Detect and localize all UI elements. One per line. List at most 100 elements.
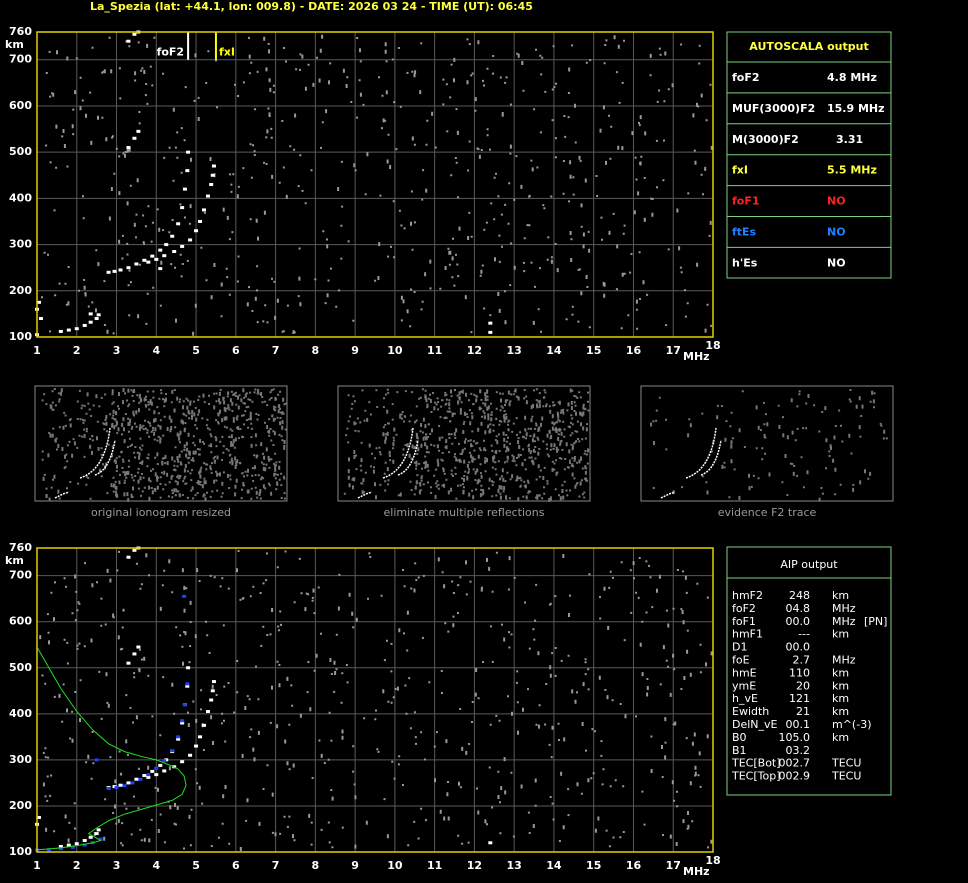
aip-cell: TECU bbox=[831, 757, 861, 770]
trace-point bbox=[136, 645, 141, 649]
trace-point bbox=[162, 769, 167, 773]
autoscala-value: 3.31 bbox=[836, 133, 863, 146]
y-tick-label: 300 bbox=[9, 238, 32, 251]
autoscala-label: MUF(3000)F2 bbox=[732, 102, 815, 115]
aip-cell: 248 bbox=[789, 589, 810, 602]
x-tick-label: 10 bbox=[387, 859, 403, 872]
trace-point bbox=[158, 267, 163, 271]
trace-point bbox=[202, 208, 207, 212]
aip-cell: B0 bbox=[732, 731, 747, 744]
x-tick-label: 5 bbox=[192, 344, 200, 357]
x-axis-label: MHz bbox=[683, 350, 710, 363]
x-tick-label: 4 bbox=[152, 344, 160, 357]
aip-cell: --- bbox=[798, 628, 810, 641]
plot-border bbox=[36, 31, 714, 338]
y-tick-label: 200 bbox=[9, 284, 32, 297]
trace-point bbox=[146, 775, 151, 779]
trace-point bbox=[198, 735, 203, 739]
trace-point bbox=[488, 321, 493, 325]
x-tick-label: 3 bbox=[113, 859, 121, 872]
y-tick-label: 600 bbox=[9, 615, 32, 628]
trace-point bbox=[70, 845, 75, 849]
noise bbox=[110, 388, 287, 502]
header: La_Spezia (lat: +44.1, lon: 009.8) - DAT… bbox=[90, 0, 533, 13]
plot-border bbox=[36, 547, 714, 853]
trace-point bbox=[210, 689, 215, 693]
trace-point bbox=[132, 548, 137, 552]
aip-cell: 002.7 bbox=[779, 757, 811, 770]
x-tick-label: 2 bbox=[73, 859, 81, 872]
trace-point bbox=[122, 784, 127, 788]
trace-point bbox=[185, 684, 190, 688]
trace-point bbox=[106, 786, 111, 790]
trace-point bbox=[88, 835, 93, 839]
x-tick-label: 13 bbox=[507, 344, 522, 357]
trace-point bbox=[488, 330, 493, 334]
x-tick-label: 18 bbox=[705, 339, 720, 352]
aip-cell: 2.7 bbox=[793, 654, 811, 667]
aip-cell: hmF1 bbox=[732, 628, 763, 641]
y-tick-label: 700 bbox=[9, 569, 32, 582]
trace-point bbox=[176, 737, 181, 741]
trace-point bbox=[88, 320, 93, 324]
trace-point bbox=[180, 760, 185, 764]
trace-point bbox=[118, 783, 123, 787]
aip-cell: ymE bbox=[732, 679, 756, 692]
trace-point bbox=[150, 769, 155, 773]
trace-point bbox=[154, 257, 159, 261]
aip-cell: foF2 bbox=[732, 602, 756, 615]
trace-point bbox=[185, 682, 190, 686]
y-tick-label: 760 bbox=[9, 541, 32, 554]
aip-cell: TEC[Top] bbox=[731, 770, 781, 783]
trace-point bbox=[172, 250, 177, 254]
aip-cell: hmF2 bbox=[732, 589, 763, 602]
trace-point bbox=[106, 270, 111, 274]
plot-area bbox=[37, 548, 713, 852]
trace-point bbox=[180, 719, 185, 723]
trace-point bbox=[142, 774, 147, 778]
profile-line bbox=[36, 646, 187, 851]
trace-point bbox=[82, 323, 87, 327]
aip-cell: MHz bbox=[832, 654, 856, 667]
trace-point bbox=[94, 832, 99, 836]
aip-cell: 00.0 bbox=[786, 615, 811, 628]
autoscala-label: fxI bbox=[732, 164, 748, 177]
trace-point bbox=[58, 329, 63, 333]
trace-point bbox=[211, 164, 216, 168]
plot-area bbox=[37, 32, 713, 337]
autoscala-label: foF2 bbox=[732, 71, 760, 84]
aip-cell: 00.0 bbox=[786, 641, 811, 654]
x-tick-label: 9 bbox=[351, 859, 359, 872]
aip-cell: km bbox=[832, 692, 849, 705]
trace-point bbox=[202, 723, 207, 727]
thumbnail-trace bbox=[54, 427, 116, 499]
trace-point bbox=[112, 269, 117, 273]
trace-point bbox=[182, 594, 187, 598]
autoscala-title: AUTOSCALA output bbox=[749, 40, 868, 53]
x-tick-label: 1 bbox=[33, 859, 41, 872]
aip-cell: 002.9 bbox=[779, 770, 811, 783]
trace-point bbox=[126, 39, 131, 43]
x-tick-label: 14 bbox=[546, 344, 562, 357]
aip-cell: foE bbox=[732, 654, 750, 667]
trace-point bbox=[126, 266, 131, 270]
trace-point bbox=[134, 262, 139, 266]
trace-point bbox=[176, 222, 181, 226]
trace-point bbox=[211, 680, 216, 684]
trace-point bbox=[170, 749, 175, 753]
x-tick-label: 12 bbox=[467, 344, 482, 357]
trace-point bbox=[74, 327, 79, 331]
trace-point bbox=[150, 254, 155, 258]
aip-cell: km bbox=[832, 666, 849, 679]
trace-point bbox=[118, 268, 123, 272]
trace-point bbox=[158, 763, 163, 767]
aip-title: AIP output bbox=[780, 558, 838, 571]
aip-cell: Ewidth bbox=[732, 705, 769, 718]
y-tick-label: 500 bbox=[9, 145, 32, 158]
trace-point bbox=[194, 229, 199, 233]
trace-point bbox=[188, 238, 193, 242]
aip-cell: foF1 bbox=[732, 615, 756, 628]
x-tick-label: 16 bbox=[626, 859, 642, 872]
y-tick-label: 400 bbox=[9, 191, 32, 204]
